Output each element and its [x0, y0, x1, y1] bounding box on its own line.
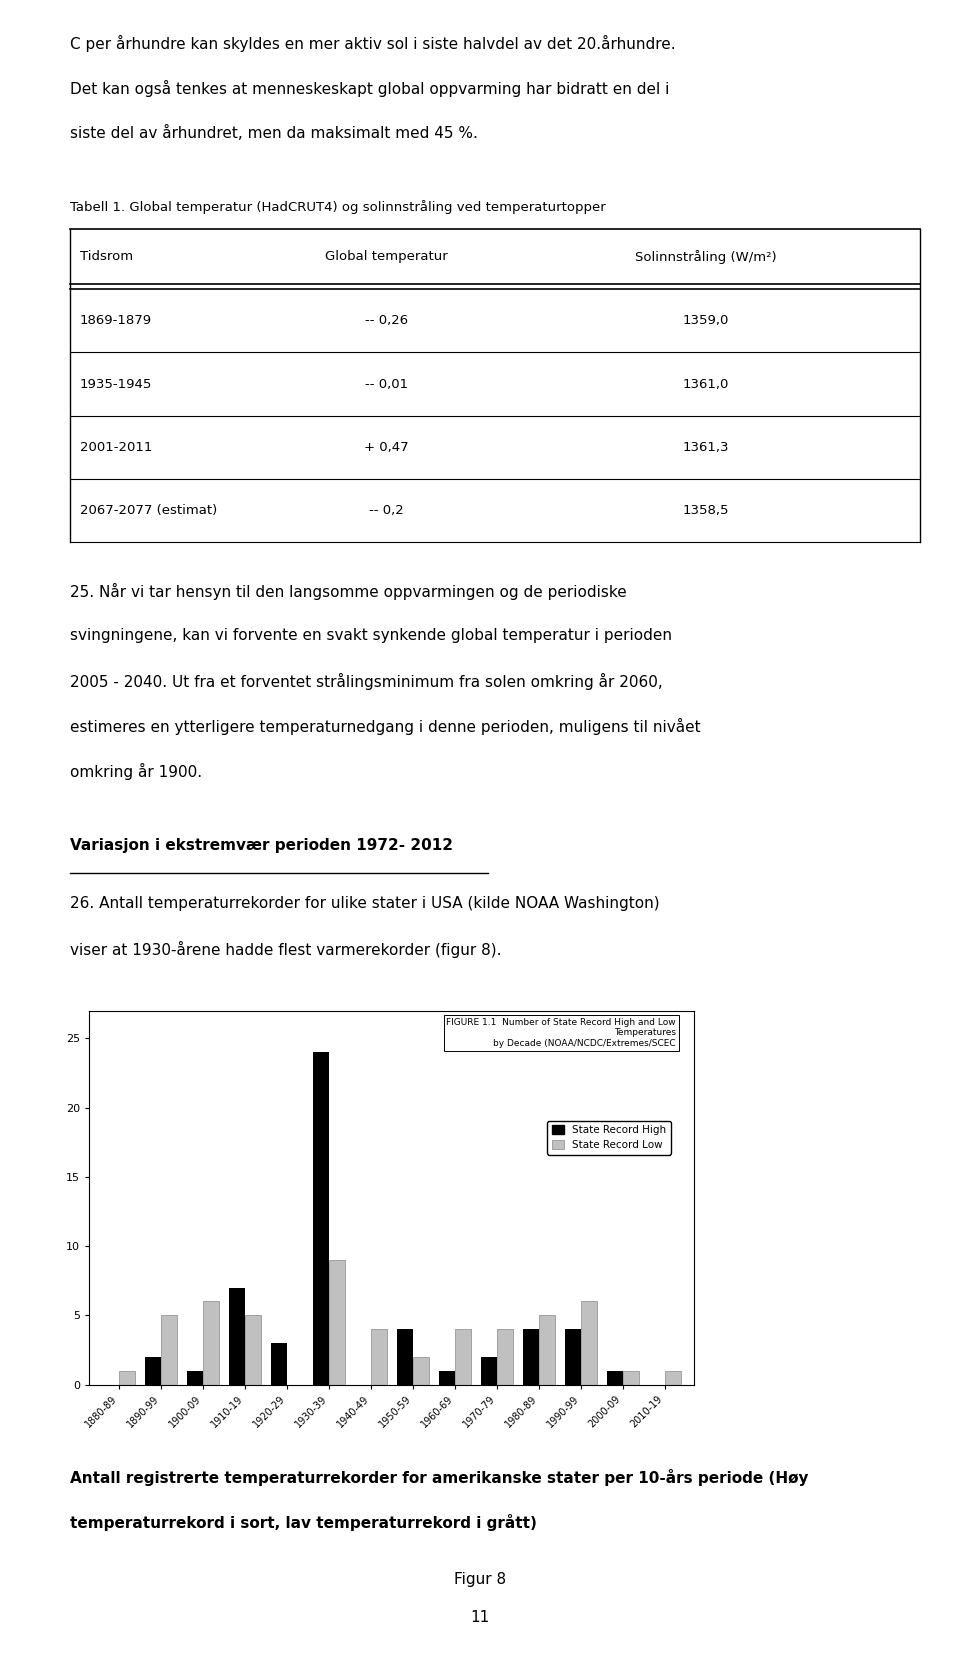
Text: svingningene, kan vi forvente en svakt synkende global temperatur i perioden: svingningene, kan vi forvente en svakt s…	[70, 628, 672, 643]
Legend: State Record High, State Record Low: State Record High, State Record Low	[547, 1120, 671, 1155]
Bar	[396, 1330, 413, 1384]
Bar	[522, 1330, 539, 1384]
Text: Tabell 1. Global temperatur (HadCRUT4) og solinnstråling ved temperaturtopper: Tabell 1. Global temperatur (HadCRUT4) o…	[70, 199, 606, 213]
Bar	[186, 1371, 203, 1384]
Text: temperaturrekord i sort, lav temperaturrekord i grått): temperaturrekord i sort, lav temperaturr…	[70, 1514, 537, 1531]
Text: Det kan også tenkes at menneskeskapt global oppvarming har bidratt en del i: Det kan også tenkes at menneskeskapt glo…	[70, 80, 669, 96]
Bar	[271, 1343, 287, 1384]
Bar	[623, 1371, 638, 1384]
Text: Global temperatur: Global temperatur	[325, 251, 448, 263]
Bar	[581, 1301, 596, 1384]
Bar	[413, 1356, 428, 1384]
Text: siste del av århundret, men da maksimalt med 45 %.: siste del av århundret, men da maksimalt…	[70, 125, 478, 141]
Bar	[664, 1371, 681, 1384]
Text: Tidsrom: Tidsrom	[80, 251, 132, 263]
Bar	[564, 1330, 581, 1384]
Text: Figur 8: Figur 8	[454, 1572, 506, 1587]
Text: 2067-2077 (estimat): 2067-2077 (estimat)	[80, 504, 217, 517]
Text: -- 0,26: -- 0,26	[365, 314, 408, 327]
Bar	[313, 1052, 328, 1384]
Bar	[539, 1315, 555, 1384]
Text: 1361,3: 1361,3	[683, 440, 730, 454]
Text: 25. Når vi tar hensyn til den langsomme oppvarmingen og de periodiske: 25. Når vi tar hensyn til den langsomme …	[70, 583, 627, 600]
Text: 2001-2011: 2001-2011	[80, 440, 152, 454]
Bar	[607, 1371, 623, 1384]
Bar	[439, 1371, 455, 1384]
Text: 26. Antall temperaturrekorder for ulike stater i USA (kilde NOAA Washington): 26. Antall temperaturrekorder for ulike …	[70, 896, 660, 911]
Text: Solinnstråling (W/m²): Solinnstråling (W/m²)	[636, 249, 777, 264]
Text: -- 0,01: -- 0,01	[365, 377, 408, 391]
Bar	[455, 1330, 470, 1384]
Bar	[328, 1260, 345, 1384]
Bar	[119, 1371, 134, 1384]
Bar	[145, 1356, 160, 1384]
Text: Variasjon i ekstremvær perioden 1972- 2012: Variasjon i ekstremvær perioden 1972- 20…	[70, 838, 453, 853]
Bar	[371, 1330, 387, 1384]
Text: 1361,0: 1361,0	[683, 377, 730, 391]
Text: viser at 1930-årene hadde flest varmerekorder (figur 8).: viser at 1930-årene hadde flest varmerek…	[70, 941, 501, 957]
Text: 1359,0: 1359,0	[683, 314, 730, 327]
Bar	[160, 1315, 177, 1384]
Text: C per århundre kan skyldes en mer aktiv sol i siste halvdel av det 20.århundre.: C per århundre kan skyldes en mer aktiv …	[70, 35, 676, 52]
Text: 1869-1879: 1869-1879	[80, 314, 152, 327]
Text: 11: 11	[470, 1610, 490, 1625]
Text: estimeres en ytterligere temperaturnedgang i denne perioden, muligens til nivået: estimeres en ytterligere temperaturnedga…	[70, 718, 701, 735]
Bar	[496, 1330, 513, 1384]
Text: -- 0,2: -- 0,2	[370, 504, 404, 517]
Text: Antall registrerte temperaturrekorder for amerikanske stater per 10-års periode : Antall registrerte temperaturrekorder fo…	[70, 1469, 808, 1486]
Text: FIGURE 1.1  Number of State Record High and Low
Temperatures
by Decade (NOAA/NCD: FIGURE 1.1 Number of State Record High a…	[446, 1019, 676, 1047]
Text: + 0,47: + 0,47	[365, 440, 409, 454]
Text: 1358,5: 1358,5	[683, 504, 730, 517]
Text: omkring år 1900.: omkring år 1900.	[70, 763, 203, 779]
Bar	[481, 1356, 496, 1384]
Text: 2005 - 2040. Ut fra et forventet strålingsminimum fra solen omkring år 2060,: 2005 - 2040. Ut fra et forventet strålin…	[70, 673, 662, 690]
Bar	[245, 1315, 260, 1384]
Text: 1935-1945: 1935-1945	[80, 377, 152, 391]
Bar	[203, 1301, 219, 1384]
Bar	[228, 1288, 245, 1384]
